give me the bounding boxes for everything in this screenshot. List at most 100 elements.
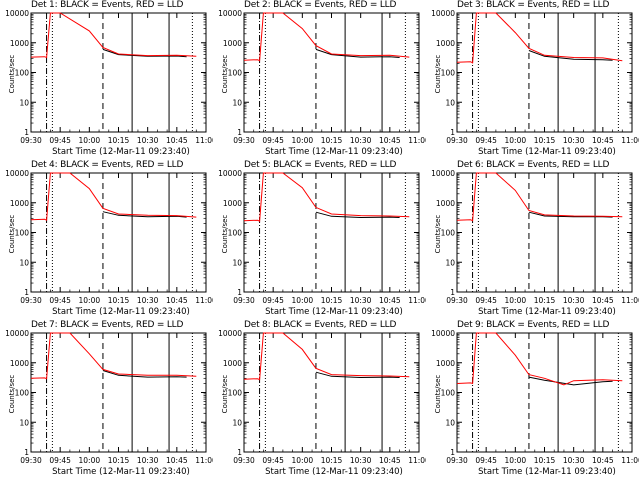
y-tick-label: 10 <box>19 418 29 427</box>
panel-title: Det 5: BLACK = Events, RED = LLD <box>244 160 397 170</box>
plot-frame <box>456 172 633 293</box>
series-line-black <box>315 371 400 379</box>
y-tick-label: 100 <box>15 229 30 238</box>
x-tick-label: 10:00 <box>79 456 101 465</box>
y-tick-label: 100 <box>441 389 456 398</box>
panel-title: Det 3: BLACK = Events, RED = LLD <box>457 0 610 10</box>
x-tick-label: 10:30 <box>137 456 159 465</box>
x-tick-label: 09:45 <box>49 296 71 305</box>
x-tick-label: 10:15 <box>534 136 556 145</box>
series-line-red <box>243 332 410 381</box>
detector-panel-5: 1 10 100 1000 10000 09:30 09:45 10:00 10:15 10:30… <box>213 160 426 320</box>
x-tick-label: 09:45 <box>475 456 497 465</box>
y-axis-title: Counts/sec <box>434 54 442 94</box>
y-tick-label: 1000 <box>223 199 242 208</box>
x-tick-label: 10:00 <box>505 296 527 305</box>
x-tick-label: 10:00 <box>292 456 314 465</box>
plot-frame <box>243 332 420 453</box>
x-axis-title: Start Time (12-Mar-11 09:23:40) <box>265 147 403 157</box>
y-tick-label: 10000 <box>218 169 242 178</box>
plot-svg: 1 10 100 1000 10000 09:30 09:45 10:00 10:15 10:30… <box>431 329 639 465</box>
plot-svg: 1 10 100 1000 10000 09:30 09:45 10:00 10:15 10:30… <box>431 169 639 305</box>
plot-svg: 1 10 100 1000 10000 09:30 09:45 10:00 10:15 10:30… <box>431 9 639 145</box>
y-tick-label: 10 <box>232 418 242 427</box>
x-axis-title: Start Time (12-Mar-11 09:23:40) <box>478 147 616 157</box>
x-tick-label: 10:30 <box>350 296 372 305</box>
x-tick-label: 10:15 <box>534 296 556 305</box>
x-tick-label: 10:30 <box>563 136 585 145</box>
series-line-red <box>30 172 197 221</box>
x-tick-label: 10:15 <box>108 296 130 305</box>
y-tick-label: 1 <box>24 448 29 457</box>
detector-panel-1: 1 10 100 1000 10000 09:30 09:45 10:00 10:15 10:30… <box>0 0 213 160</box>
x-tick-label: 10:00 <box>292 296 314 305</box>
plot-frame <box>456 12 633 133</box>
x-tick-label: 10:30 <box>563 296 585 305</box>
plot-svg: 1 10 100 1000 10000 09:30 09:45 10:00 10:15 10:30… <box>5 329 213 465</box>
x-tick-label: 10:15 <box>108 136 130 145</box>
y-tick-label: 1 <box>450 288 455 297</box>
detector-panel-7: 1 10 100 1000 10000 09:30 09:45 10:00 10:15 10:30… <box>0 320 213 480</box>
x-tick-label: 10:30 <box>350 456 372 465</box>
y-axis-title: Counts/sec <box>8 214 16 254</box>
series-line-red <box>456 172 623 222</box>
x-axis-title: Start Time (12-Mar-11 09:23:40) <box>478 467 616 477</box>
x-tick-label: 10:45 <box>379 136 401 145</box>
x-tick-label: 11:00 <box>621 296 639 305</box>
x-tick-label: 10:00 <box>79 296 101 305</box>
y-tick-label: 1000 <box>223 359 242 368</box>
x-tick-label: 09:30 <box>233 136 255 145</box>
y-tick-label: 10000 <box>5 9 29 18</box>
x-tick-label: 09:45 <box>475 136 497 145</box>
y-tick-label: 10 <box>19 258 29 267</box>
y-tick-label: 10000 <box>431 169 455 178</box>
x-tick-label: 09:45 <box>262 456 284 465</box>
y-tick-label: 1 <box>450 448 455 457</box>
series-line-black <box>315 48 400 58</box>
y-tick-label: 10000 <box>218 9 242 18</box>
panel-title: Det 7: BLACK = Events, RED = LLD <box>31 320 184 330</box>
x-tick-label: 10:15 <box>108 456 130 465</box>
y-tick-label: 10 <box>232 258 242 267</box>
x-tick-label: 10:15 <box>534 456 556 465</box>
x-tick-label: 11:00 <box>408 136 426 145</box>
x-tick-label: 10:45 <box>166 136 188 145</box>
y-axis-title: Counts/sec <box>434 214 442 254</box>
series-line-red <box>456 12 623 64</box>
y-tick-label: 100 <box>15 69 30 78</box>
plot-svg: 1 10 100 1000 10000 09:30 09:45 10:00 10:15 10:30… <box>218 169 426 305</box>
y-axis-title: Counts/sec <box>8 54 16 94</box>
plot-svg: 1 10 100 1000 10000 09:30 09:45 10:00 10:15 10:30… <box>5 169 213 305</box>
x-tick-label: 09:45 <box>262 136 284 145</box>
x-tick-label: 09:30 <box>20 456 42 465</box>
x-tick-label: 11:00 <box>408 456 426 465</box>
detector-panel-3: 1 10 100 1000 10000 09:30 09:45 10:00 10:15 10:30… <box>426 0 639 160</box>
x-tick-label: 09:30 <box>446 136 468 145</box>
x-tick-label: 10:30 <box>137 296 159 305</box>
plot-frame <box>243 12 420 133</box>
plot-svg: 1 10 100 1000 10000 09:30 09:45 10:00 10:15 10:30… <box>5 9 213 145</box>
plot-frame <box>456 332 633 453</box>
x-tick-label: 09:30 <box>233 456 255 465</box>
y-tick-label: 1000 <box>436 359 455 368</box>
x-tick-label: 10:45 <box>379 296 401 305</box>
x-tick-label: 10:30 <box>137 136 159 145</box>
plot-frame <box>30 12 207 133</box>
series-line-red <box>30 332 197 380</box>
y-tick-label: 10000 <box>431 329 455 338</box>
x-tick-label: 10:15 <box>321 456 343 465</box>
plot-frame <box>30 172 207 293</box>
detector-panel-6: 1 10 100 1000 10000 09:30 09:45 10:00 10:15 10:30… <box>426 160 639 320</box>
x-tick-label: 09:45 <box>49 136 71 145</box>
detector-panel-9: 1 10 100 1000 10000 09:30 09:45 10:00 10:15 10:30… <box>426 320 639 480</box>
y-tick-label: 1 <box>24 288 29 297</box>
series-line-red <box>456 332 623 386</box>
x-tick-label: 10:30 <box>350 136 372 145</box>
series-line-black <box>315 211 400 219</box>
y-tick-label: 1 <box>237 128 242 137</box>
panel-title: Det 8: BLACK = Events, RED = LLD <box>244 320 397 330</box>
x-tick-label: 10:00 <box>292 136 314 145</box>
panel-title: Det 1: BLACK = Events, RED = LLD <box>31 0 184 10</box>
panel-title: Det 2: BLACK = Events, RED = LLD <box>244 0 397 10</box>
y-tick-label: 100 <box>441 69 456 78</box>
